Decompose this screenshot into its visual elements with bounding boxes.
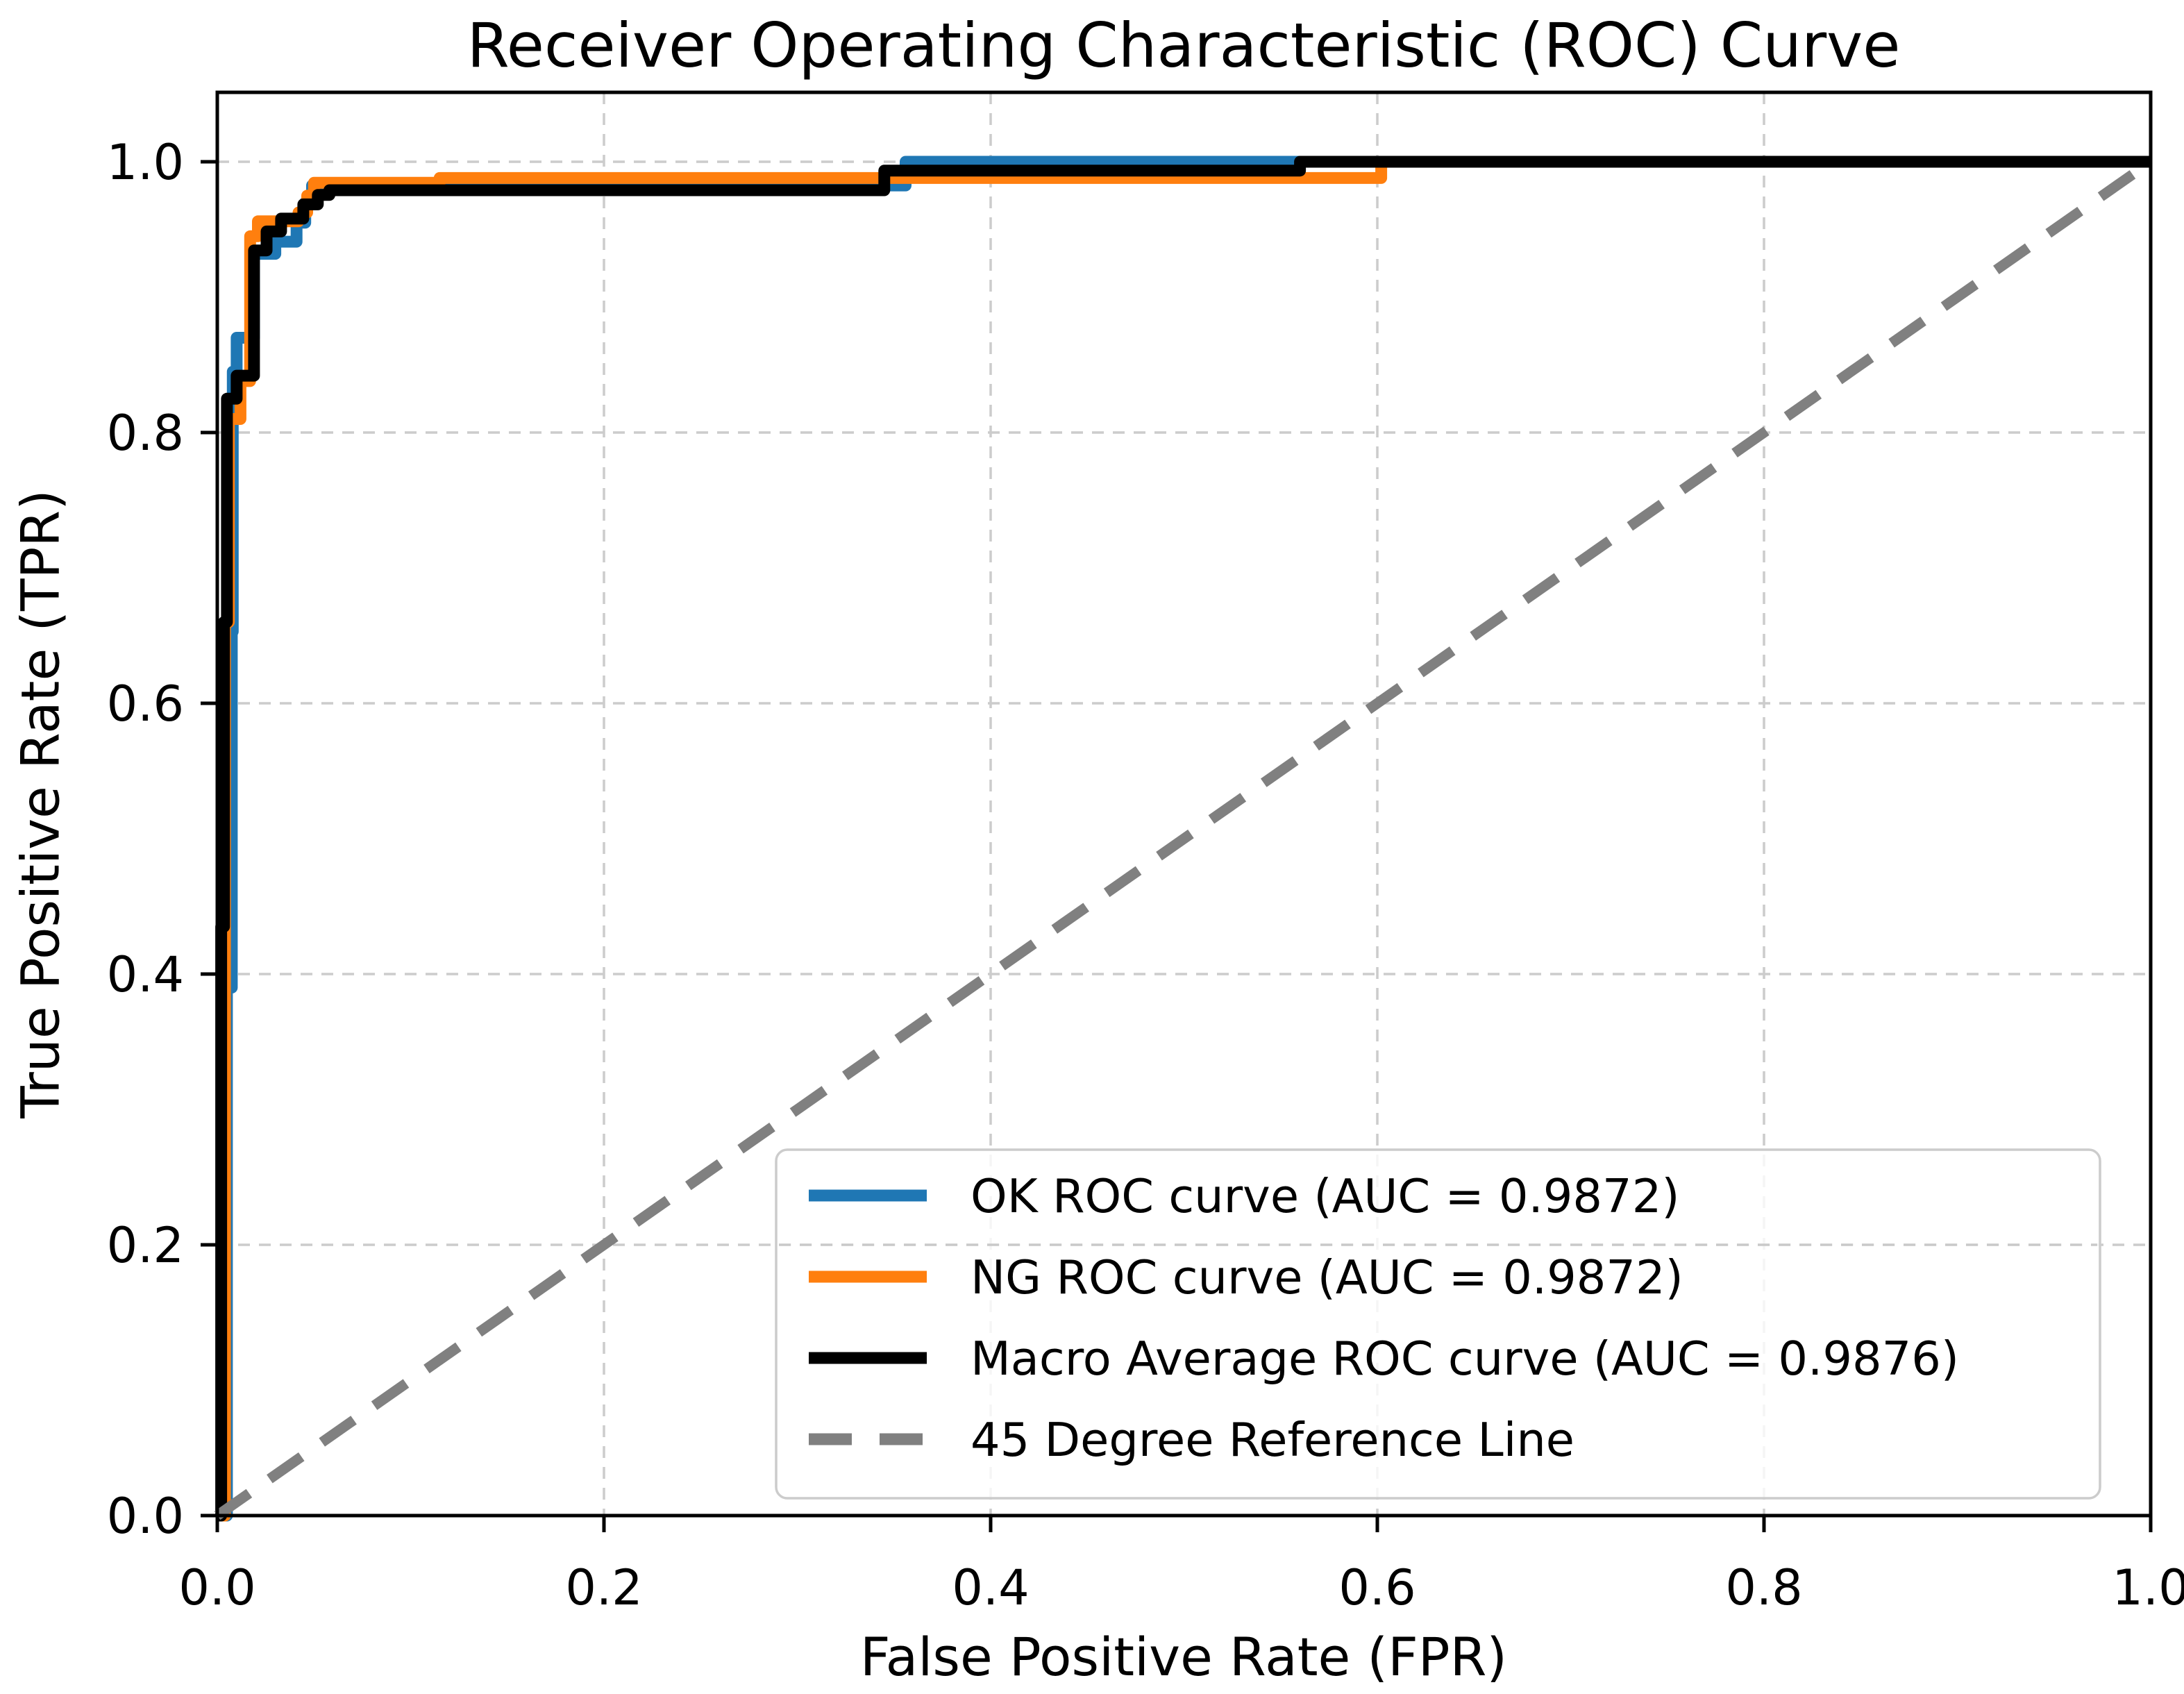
- legend-item-label: OK ROC curve (AUC = 0.9872): [971, 1169, 1679, 1223]
- x-tick-label: 0.0: [178, 1559, 255, 1616]
- x-axis-title: False Positive Rate (FPR): [859, 1626, 1508, 1688]
- legend-item-label: Macro Average ROC curve (AUC = 0.9876): [971, 1332, 1959, 1386]
- legend-item-reference: 45 Degree Reference Line: [809, 1413, 1574, 1467]
- x-tick-label: 0.8: [1725, 1559, 1802, 1616]
- series-line-reference: [214, 157, 2154, 1520]
- legend-item-label: 45 Degree Reference Line: [971, 1413, 1574, 1467]
- series-curves: [214, 156, 2154, 1522]
- y-tick-label: 0.4: [107, 946, 184, 1003]
- y-tick-label: 0.0: [107, 1488, 184, 1545]
- legend: OK ROC curve (AUC = 0.9872) NG ROC curve …: [775, 1148, 2101, 1500]
- chart-title: Receiver Operating Characteristic (ROC) …: [467, 10, 1901, 81]
- series-line-macro: [215, 156, 2151, 1522]
- x-tick-label: 0.6: [1338, 1559, 1416, 1616]
- y-tick-label: 0.6: [107, 676, 184, 732]
- x-tick-label: 0.2: [565, 1559, 642, 1616]
- y-axis-title: True Positive Rate (TPR): [9, 489, 72, 1118]
- legend-item-ng: NG ROC curve (AUC = 0.9872): [809, 1250, 1683, 1305]
- x-tick-label: 0.4: [952, 1559, 1029, 1616]
- axes-spines: [215, 90, 2153, 1518]
- legend-item-label: NG ROC curve (AUC = 0.9872): [971, 1250, 1683, 1305]
- x-tick-label: 1.0: [2112, 1559, 2184, 1616]
- y-tick-label: 0.8: [107, 405, 184, 462]
- ticks: 0.0 0.2 0.4 0.6 0.8 1.0 0.0 0.2 0.4 0.6 0.8 1.0: [107, 134, 2184, 1616]
- y-tick-label: 0.2: [107, 1217, 184, 1274]
- legend-item-ok: OK ROC curve (AUC = 0.9872): [809, 1169, 1679, 1223]
- legend-item-macro: Macro Average ROC curve (AUC = 0.9876): [809, 1332, 1959, 1386]
- y-tick-label: 1.0: [107, 134, 184, 191]
- legend-box: [775, 1148, 2101, 1500]
